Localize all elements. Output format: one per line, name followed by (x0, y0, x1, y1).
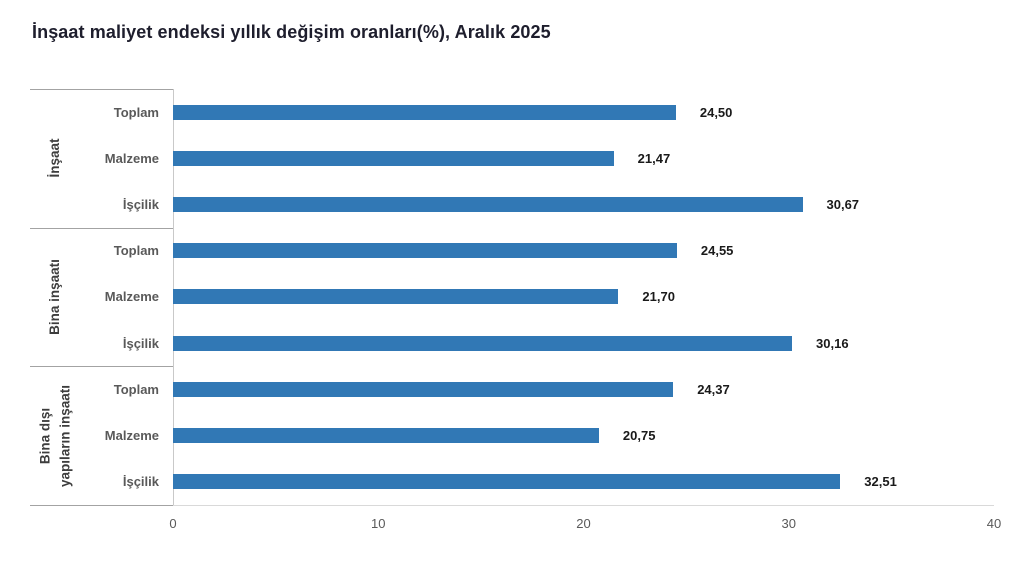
x-tick-label: 30 (781, 516, 796, 531)
value-label: 30,16 (816, 335, 849, 351)
bar (173, 243, 677, 259)
bar-row: Toplam 24,37 (80, 366, 994, 412)
group-bina-disi: Bina dışı yapıların inşaatı Toplam 24,37… (30, 366, 994, 506)
chart-container: İnşaat maliyet endeksi yıllık değişim or… (30, 22, 1001, 542)
bar (173, 197, 803, 213)
category-label: Toplam (113, 381, 159, 397)
bar (173, 289, 619, 305)
bar-track: 30,67 (173, 197, 994, 213)
category-label: Malzeme (104, 428, 159, 444)
category-label: Malzeme (104, 150, 159, 166)
bar-row: İşçilik 32,51 (80, 459, 994, 505)
x-tick-label: 10 (371, 516, 386, 531)
group-label-line: İnşaat (47, 138, 63, 178)
bar (173, 150, 614, 166)
category-label: Toplam (113, 104, 159, 120)
bar-row: Toplam 24,55 (80, 228, 994, 274)
group-label: Bina inşaatı (45, 259, 65, 335)
group-label-cell: İnşaat (30, 89, 80, 228)
bar (173, 381, 674, 397)
value-label: 32,51 (864, 474, 897, 490)
category-label: İşçilik (122, 474, 159, 490)
bar-row: Malzeme 20,75 (80, 413, 994, 459)
value-label: 21,47 (637, 150, 671, 166)
bar-track: 24,55 (173, 243, 994, 259)
category-label: Toplam (113, 243, 159, 259)
bar-track: 21,70 (173, 289, 994, 305)
x-tick-label: 0 (169, 516, 177, 531)
bar-row: İşçilik 30,16 (80, 320, 994, 366)
group-label-cell: Bina dışı yapıların inşaatı (30, 366, 80, 505)
bar (173, 428, 599, 444)
bar (173, 335, 793, 351)
value-label: 21,70 (642, 289, 675, 305)
bar-track: 24,37 (173, 381, 994, 397)
bar (173, 474, 841, 490)
group-label-cell: Bina inşaatı (30, 228, 80, 367)
group-label: İnşaat (45, 139, 65, 178)
bar-track: 32,51 (173, 474, 994, 490)
value-label: 20,75 (622, 428, 656, 444)
bar-row: Toplam 24,50 (80, 89, 994, 135)
group-label-line: yapıların inşaatı (57, 384, 72, 487)
bar-track: 24,50 (173, 104, 994, 120)
value-label: 24,37 (697, 381, 730, 397)
bar-row: İşçilik 30,67 (80, 181, 994, 227)
bar-track: 30,16 (173, 335, 994, 351)
bar (173, 104, 676, 120)
chart-title: İnşaat maliyet endeksi yıllık değişim or… (32, 22, 551, 42)
plot-area: İnşaat Toplam 24,50 Malzeme 21,47 (30, 89, 994, 506)
group-bina-insaati: Bina inşaatı Toplam 24,55 Malzeme 21,70 (30, 227, 994, 367)
bar-track: 20,75 (173, 428, 994, 444)
category-label: Malzeme (104, 289, 159, 305)
group-label: Bina dışı yapıların inşaatı (35, 385, 74, 487)
x-tick-label: 20 (576, 516, 591, 531)
x-tick-label: 40 (986, 516, 1002, 531)
x-axis: 0 10 20 30 40 (30, 506, 1001, 542)
value-label: 30,67 (826, 197, 860, 213)
value-label: 24,50 (699, 104, 733, 120)
bar-row: Malzeme 21,70 (80, 274, 994, 320)
category-label: İşçilik (122, 197, 159, 213)
value-label: 24,55 (700, 243, 734, 259)
group-insaat: İnşaat Toplam 24,50 Malzeme 21,47 (30, 89, 994, 228)
group-label-line: Bina dışı (37, 407, 53, 464)
bar-row: Malzeme 21,47 (80, 135, 994, 181)
category-label: İşçilik (122, 335, 159, 351)
group-label-line: Bina inşaatı (47, 259, 63, 335)
bar-track: 21,47 (173, 150, 994, 166)
